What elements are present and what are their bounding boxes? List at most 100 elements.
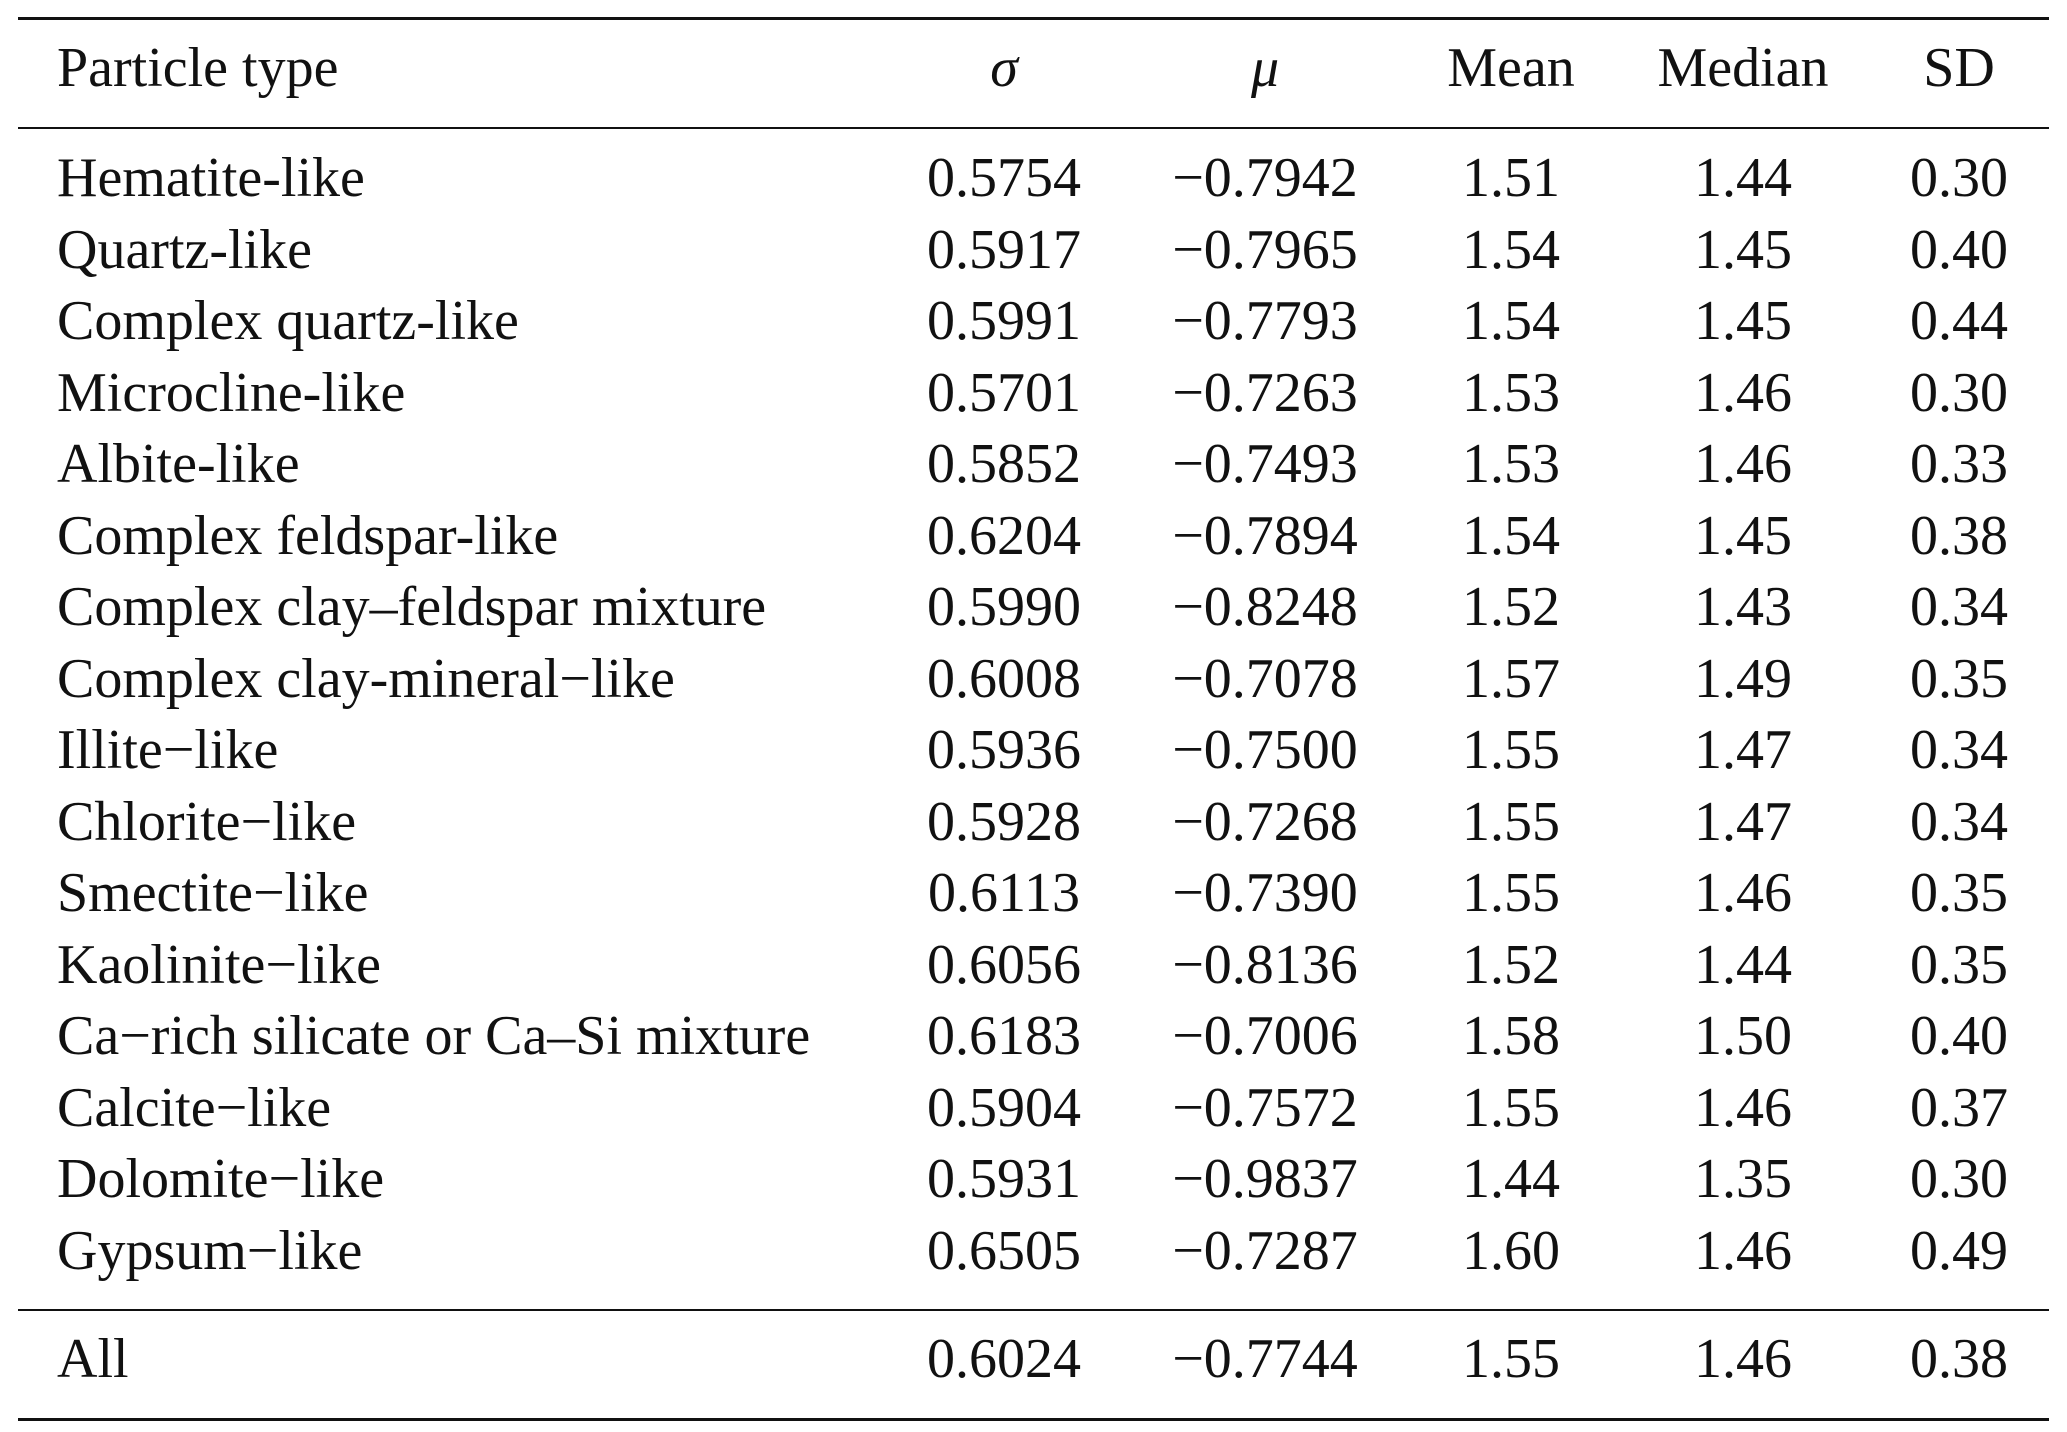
cell-sd: 0.35	[1910, 647, 2008, 710]
cell-sigma: 0.5928	[927, 790, 1081, 853]
table-row: Quartz-like 0.5917 −0.7965 1.54 1.45 0.40	[0, 215, 2067, 287]
cell-median: 1.47	[1694, 719, 1792, 782]
header-mu: μ	[1250, 37, 1280, 99]
cell-sigma: 0.6183	[927, 1005, 1081, 1068]
table-row: Calcite−like 0.5904 −0.7572 1.55 1.46 0.37	[0, 1073, 2067, 1145]
cell-sd: 0.40	[1910, 1005, 2008, 1068]
cell-particle-type: Complex clay-mineral−like	[57, 647, 675, 710]
cell-mean: 1.60	[1462, 1219, 1560, 1282]
cell-mean: 1.54	[1462, 290, 1560, 353]
cell-sigma: 0.5991	[927, 290, 1081, 353]
cell-sigma: 0.6024	[927, 1328, 1081, 1390]
top-rule	[18, 17, 2049, 20]
header-median: Median	[1657, 37, 1829, 99]
cell-mu: −0.7793	[1172, 290, 1358, 353]
cell-sigma: 0.6008	[927, 647, 1081, 710]
cell-sigma: 0.6505	[927, 1219, 1081, 1282]
cell-mean: 1.54	[1462, 218, 1560, 281]
cell-sd: 0.38	[1910, 504, 2008, 567]
cell-median: 1.44	[1694, 933, 1792, 996]
table-row: Complex clay–feldspar mixture 0.5990 −0.82…	[0, 572, 2067, 644]
table-row: Complex feldspar-like 0.6204 −0.7894 1.54 1.…	[0, 501, 2067, 573]
header-sigma: σ	[990, 37, 1018, 99]
cell-particle-type: Ca−rich silicate or Ca–Si mixture	[57, 1005, 811, 1068]
cell-median: 1.35	[1694, 1148, 1792, 1211]
cell-median: 1.44	[1694, 147, 1792, 210]
cell-sd: 0.37	[1910, 1076, 2008, 1139]
cell-mu: −0.7894	[1172, 504, 1358, 567]
cell-mu: −0.7390	[1172, 862, 1358, 925]
cell-sigma: 0.5931	[927, 1148, 1081, 1211]
cell-mu: −0.7572	[1172, 1076, 1358, 1139]
cell-sigma: 0.5917	[927, 218, 1081, 281]
cell-mean: 1.52	[1462, 933, 1560, 996]
cell-median: 1.45	[1694, 218, 1792, 281]
cell-mu: −0.7942	[1172, 147, 1358, 210]
header-particle-type: Particle type	[57, 37, 339, 99]
header-sd: SD	[1923, 37, 1995, 99]
cell-mean: 1.54	[1462, 504, 1560, 567]
cell-mu: −0.7263	[1172, 361, 1358, 424]
table-row: Hematite-like 0.5754 −0.7942 1.51 1.44 0.30	[0, 143, 2067, 215]
cell-sd: 0.49	[1910, 1219, 2008, 1282]
cell-mu: −0.7078	[1172, 647, 1358, 710]
cell-sigma: 0.5852	[927, 433, 1081, 496]
cell-particle-type: Dolomite−like	[57, 1148, 385, 1211]
cell-mean: 1.58	[1462, 1005, 1560, 1068]
header-row: Particle type σ μ Mean Median SD	[0, 33, 2067, 105]
cell-particle-type: Illite−like	[57, 719, 279, 782]
cell-mean: 1.51	[1462, 147, 1560, 210]
cell-particle-type: Calcite−like	[57, 1076, 332, 1139]
cell-median: 1.46	[1694, 1076, 1792, 1139]
table-row: Chlorite−like 0.5928 −0.7268 1.55 1.47 0.34	[0, 787, 2067, 859]
summary-row: All 0.6024 −0.7744 1.55 1.46 0.38	[0, 1324, 2067, 1396]
cell-particle-type: Complex feldspar-like	[57, 504, 559, 567]
cell-sigma: 0.6204	[927, 504, 1081, 567]
summary-rule	[18, 1309, 2049, 1311]
cell-mu: −0.7500	[1172, 719, 1358, 782]
cell-mu: −0.7965	[1172, 218, 1358, 281]
cell-sd: 0.34	[1910, 790, 2008, 853]
cell-mean: 1.55	[1462, 1076, 1560, 1139]
cell-median: 1.46	[1694, 433, 1792, 496]
cell-sigma: 0.5936	[927, 719, 1081, 782]
table-row: Complex quartz-like 0.5991 −0.7793 1.54 1.45…	[0, 286, 2067, 358]
cell-particle-type: Quartz-like	[57, 218, 312, 281]
table-row: Dolomite−like 0.5931 −0.9837 1.44 1.35 0.30	[0, 1144, 2067, 1216]
cell-sd: 0.30	[1910, 1148, 2008, 1211]
cell-particle-type: Hematite-like	[57, 147, 365, 210]
cell-mu: −0.7287	[1172, 1219, 1358, 1282]
table-row: Ca−rich silicate or Ca–Si mixture 0.6183 −…	[0, 1001, 2067, 1073]
cell-particle-type: Complex clay–feldspar mixture	[57, 576, 767, 639]
cell-particle-type: Chlorite−like	[57, 790, 357, 853]
cell-mu: −0.8248	[1172, 576, 1358, 639]
cell-sd: 0.44	[1910, 290, 2008, 353]
cell-median: 1.46	[1694, 1328, 1792, 1390]
cell-particle-type: Complex quartz-like	[57, 290, 519, 353]
cell-sigma: 0.5904	[927, 1076, 1081, 1139]
cell-sd: 0.34	[1910, 719, 2008, 782]
table-row: Smectite−like 0.6113 −0.7390 1.55 1.46 0.35	[0, 858, 2067, 930]
cell-mean: 1.55	[1462, 719, 1560, 782]
table-row: Microcline-like 0.5701 −0.7263 1.53 1.46 0.30	[0, 358, 2067, 430]
cell-mu: −0.7268	[1172, 790, 1358, 853]
cell-mean: 1.57	[1462, 647, 1560, 710]
cell-mu: −0.9837	[1172, 1148, 1358, 1211]
cell-sigma: 0.6113	[928, 862, 1080, 925]
cell-median: 1.45	[1694, 504, 1792, 567]
cell-median: 1.46	[1694, 1219, 1792, 1282]
cell-mu: −0.7744	[1172, 1328, 1358, 1390]
table-row: Complex clay-mineral−like 0.6008 −0.7078 1.…	[0, 644, 2067, 716]
cell-median: 1.49	[1694, 647, 1792, 710]
table-row: Gypsum−like 0.6505 −0.7287 1.60 1.46 0.49	[0, 1216, 2067, 1288]
table-row: Illite−like 0.5936 −0.7500 1.55 1.47 0.34	[0, 715, 2067, 787]
cell-median: 1.46	[1694, 862, 1792, 925]
cell-sigma: 0.5701	[927, 361, 1081, 424]
table-row: Albite-like 0.5852 −0.7493 1.53 1.46 0.33	[0, 429, 2067, 501]
cell-sd: 0.35	[1910, 862, 2008, 925]
cell-median: 1.45	[1694, 290, 1792, 353]
cell-median: 1.46	[1694, 361, 1792, 424]
header-mean: Mean	[1447, 37, 1575, 99]
cell-sd: 0.34	[1910, 576, 2008, 639]
